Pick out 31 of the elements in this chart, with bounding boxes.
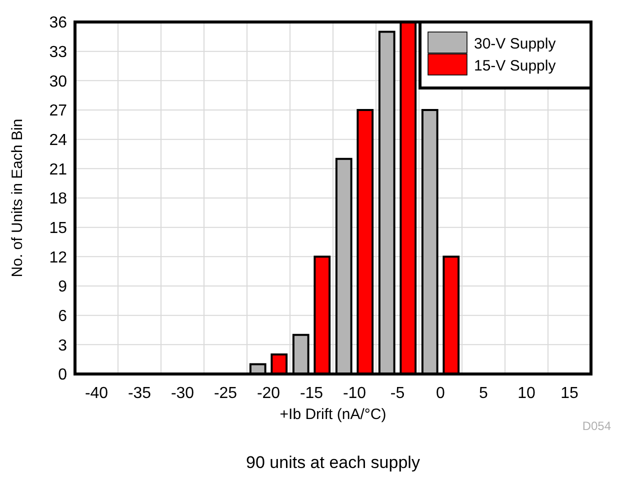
y-tick-label: 6 — [58, 308, 68, 325]
y-axis-title: No. of Units in Each Bin — [9, 118, 26, 278]
y-tick-label: 12 — [49, 249, 68, 266]
x-tick-label: -30 — [170, 385, 194, 402]
y-tick-label: 3 — [58, 337, 68, 354]
x-tick-label: 5 — [479, 385, 488, 402]
x-tick-label: -25 — [214, 385, 238, 402]
legend-label: 30-V Supply — [474, 35, 556, 52]
x-tick-label: 0 — [436, 385, 446, 402]
x-tick-label: -20 — [256, 385, 280, 402]
x-tick-label: -15 — [300, 385, 324, 402]
y-tick-label: 21 — [49, 161, 68, 178]
y-tick-label: 15 — [49, 220, 68, 237]
x-tick-label: 15 — [560, 385, 578, 402]
x-tick-label: 10 — [518, 385, 536, 402]
x-tick-label: -10 — [342, 385, 366, 402]
legend-label: 15-V Supply — [474, 57, 556, 74]
y-tick-label: 18 — [49, 190, 68, 208]
text: D054 — [582, 419, 612, 433]
y-tick-label: 24 — [49, 132, 68, 149]
y-tick-label: 0 — [58, 366, 68, 384]
text: 90 units at each supply — [246, 453, 420, 472]
y-tick-label: 36 — [49, 14, 68, 32]
y-tick-label: 27 — [49, 102, 68, 120]
x-tick-label: -5 — [390, 385, 405, 402]
y-tick-label: 30 — [49, 73, 68, 90]
y-tick-label: 9 — [58, 278, 68, 296]
x-axis-title: +Ib Drift (nA/°C) — [280, 406, 386, 423]
y-tick-label: 33 — [49, 44, 68, 61]
x-tick-label: -35 — [128, 385, 152, 402]
x-tick-label: -40 — [84, 385, 108, 402]
